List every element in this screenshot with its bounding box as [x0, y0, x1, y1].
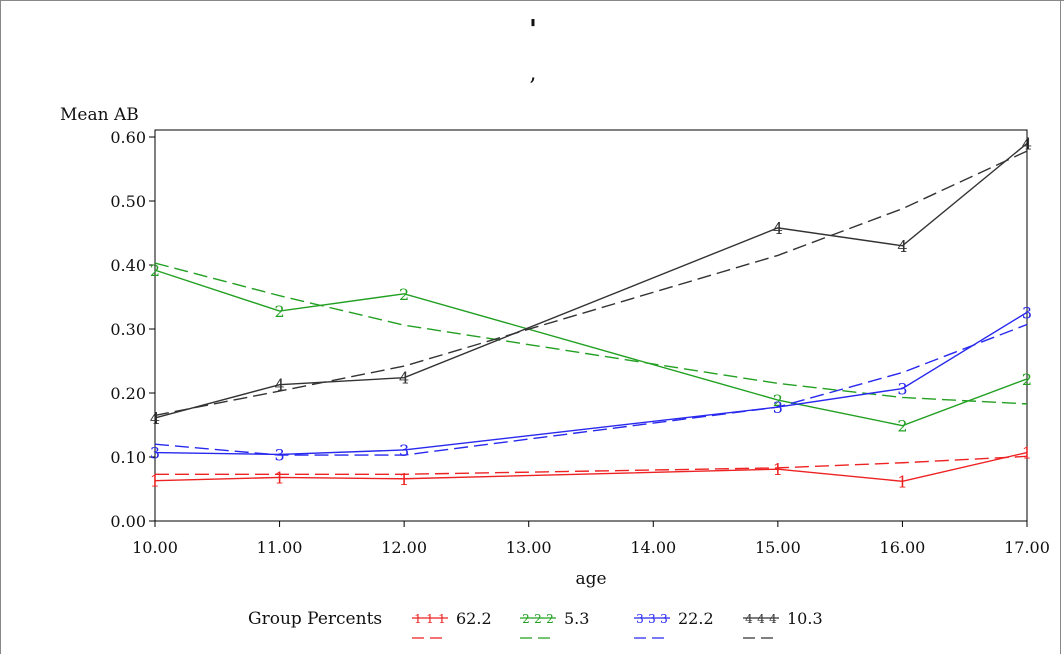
point-marker: 1 [274, 468, 284, 487]
legend-marker: 3 [648, 612, 656, 626]
legend-marker: 2 [546, 612, 554, 626]
legend-marker: 1 [414, 612, 422, 626]
point-marker: 4 [274, 376, 284, 395]
point-marker: 3 [150, 444, 160, 463]
point-marker: 2 [773, 391, 783, 410]
legend-marker: 2 [522, 612, 530, 626]
x-tick-label: 13.00 [506, 538, 552, 557]
x-axis-label: age [575, 569, 606, 589]
x-tick-label: 11.00 [257, 538, 303, 557]
x-tick-label: 15.00 [755, 538, 801, 557]
point-marker: 2 [1022, 370, 1032, 389]
point-marker: 2 [399, 285, 409, 304]
legend-label: 10.3 [787, 609, 823, 628]
point-marker: 3 [399, 441, 409, 460]
x-tick-label: 17.00 [1004, 538, 1050, 557]
legend-item-22.2: 3 3 3 22.2 [634, 609, 714, 639]
series-62.2: 1 1 1 1 1 1 [150, 444, 1032, 492]
point-marker: 4 [1022, 134, 1032, 153]
y-axis-label: Mean AB [60, 105, 139, 125]
fitted-line [155, 455, 1028, 475]
legend-marker: 3 [660, 612, 668, 626]
y-tick-label: 0.50 [110, 192, 146, 211]
observed-line [154, 451, 1028, 483]
point-marker: 3 [274, 445, 284, 464]
legend-label: 22.2 [678, 609, 714, 628]
x-tick-label: 16.00 [880, 538, 926, 557]
point-marker: 2 [274, 302, 284, 321]
observed-line [154, 269, 1028, 427]
series-10.3: 4 4 4 4 4 4 [150, 134, 1032, 428]
legend-marker: 1 [438, 612, 446, 626]
legend-item-5.3: 2 2 2 5.3 [520, 609, 589, 639]
y-axis: 0.00 0.10 0.20 0.30 0.40 0.50 0.60 [110, 128, 155, 531]
legend-marker: 3 [636, 612, 644, 626]
x-tick-label: 14.00 [630, 538, 676, 557]
x-axis: 10.00 11.00 12.00 13.00 14.00 15.00 16.00 17.00 [132, 521, 1050, 557]
legend: Group Percents 1 1 1 62.2 2 2 2 5.3 3 3 3 22.2 4 4 4 10… [248, 609, 823, 639]
legend-item-62.2: 1 1 1 62.2 [412, 609, 492, 639]
point-marker: 3 [897, 380, 907, 399]
point-marker: 2 [150, 261, 160, 280]
y-tick-label: 0.60 [110, 128, 146, 147]
legend-label: 62.2 [456, 609, 492, 628]
y-tick-label: 0.20 [110, 384, 146, 403]
point-marker: 1 [1022, 444, 1032, 463]
fitted-line [154, 150, 1028, 417]
point-marker: 1 [150, 472, 160, 491]
point-marker: 3 [1022, 303, 1032, 322]
point-marker: 4 [897, 237, 907, 256]
x-tick-label: 12.00 [381, 538, 427, 557]
observed-line [154, 311, 1028, 456]
point-marker: 4 [773, 219, 783, 238]
point-marker: 1 [897, 472, 907, 491]
y-tick-label: 0.00 [110, 512, 146, 531]
y-tick-label: 0.10 [110, 448, 146, 467]
legend-marker: 1 [426, 612, 434, 626]
y-tick-label: 0.40 [110, 256, 146, 275]
x-tick-label: 10.00 [132, 538, 178, 557]
legend-marker: 4 [757, 612, 765, 626]
point-marker: 4 [150, 409, 160, 428]
series-5.3: 2 2 2 2 2 2 [150, 261, 1032, 436]
fitted-line [154, 262, 1028, 405]
legend-marker: 4 [769, 612, 777, 626]
series-22.2: 3 3 3 3 3 3 [150, 303, 1032, 464]
observed-line [154, 142, 1028, 419]
point-marker: 4 [399, 369, 409, 388]
fitted-line [154, 323, 1028, 456]
y-tick-label: 0.30 [110, 320, 146, 339]
point-marker: 3 [773, 398, 783, 417]
point-marker: 1 [773, 460, 783, 479]
legend-marker: 2 [534, 612, 542, 626]
chart-title-mark: ' [529, 15, 537, 45]
legend-title: Group Percents [248, 609, 382, 629]
point-marker: 1 [399, 470, 409, 489]
point-marker: 2 [897, 417, 907, 436]
legend-label: 5.3 [564, 609, 589, 628]
plot-area [154, 129, 1028, 522]
legend-marker: 4 [745, 612, 753, 626]
legend-item-10.3: 4 4 4 10.3 [743, 609, 823, 639]
chart-subtitle-mark: , [530, 61, 537, 86]
